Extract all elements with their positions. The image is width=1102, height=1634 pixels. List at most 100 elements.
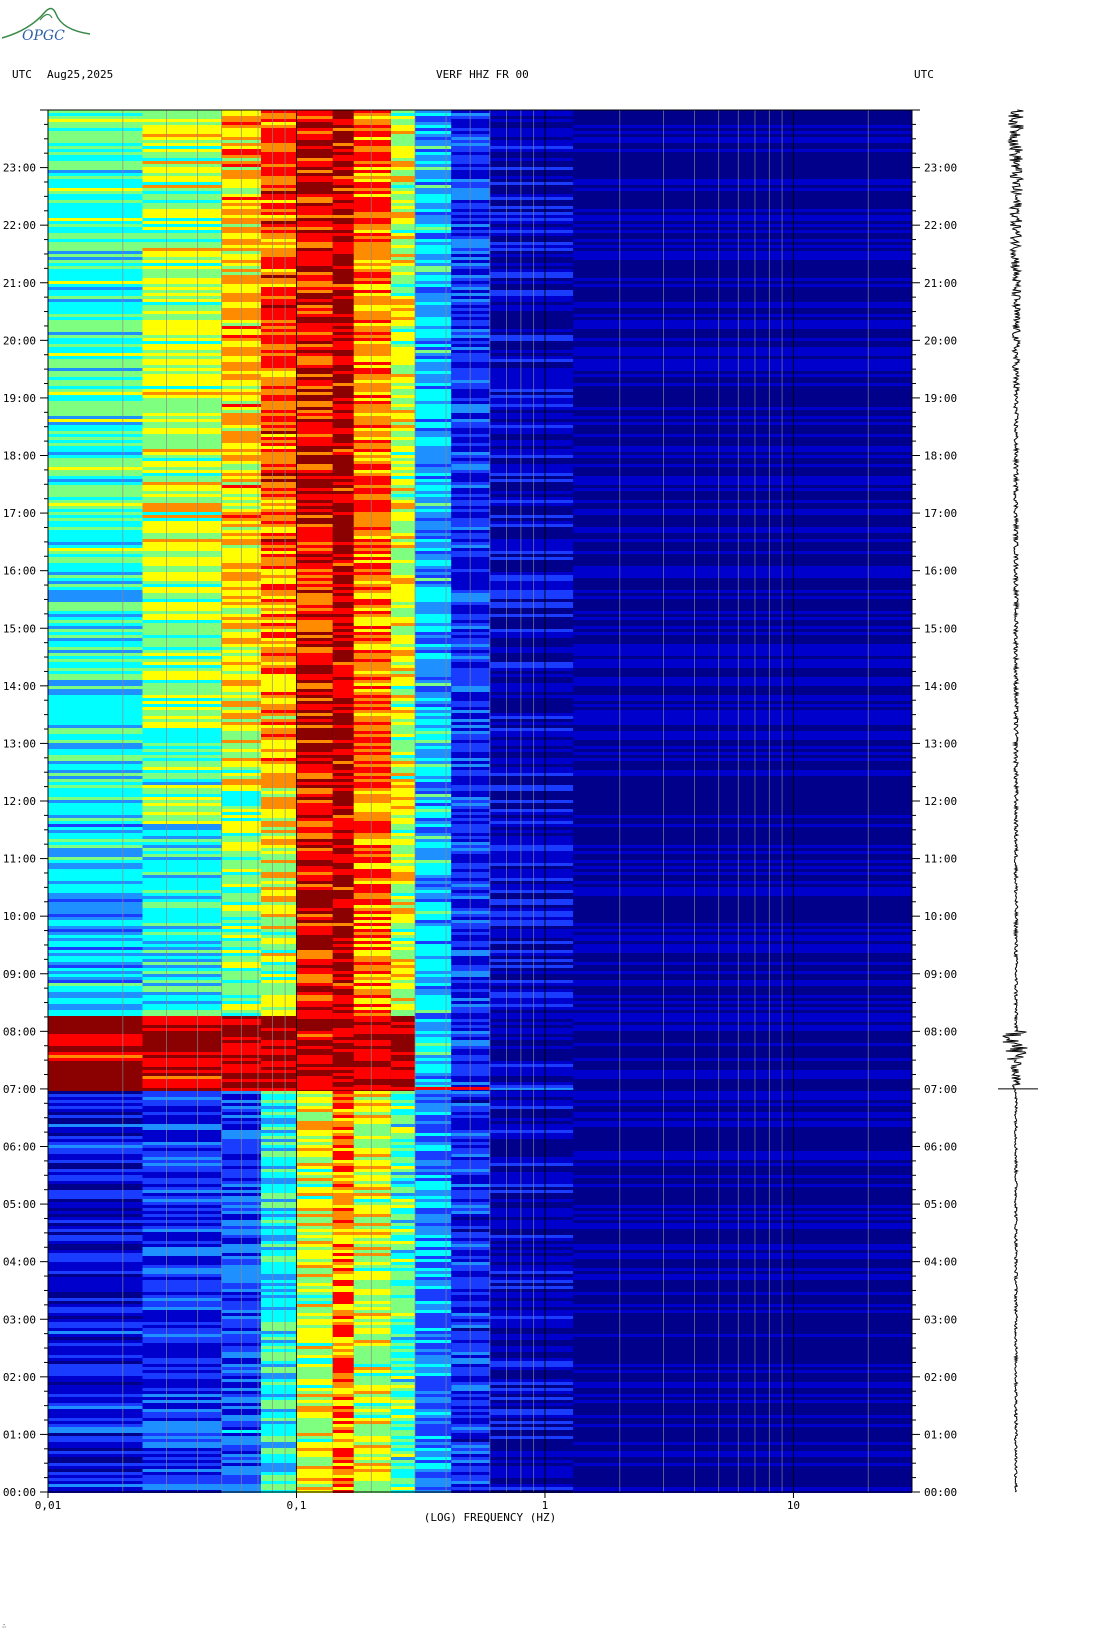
heatmap-cell	[489, 227, 574, 230]
heatmap-cell	[391, 641, 416, 644]
heatmap-cell	[415, 1433, 452, 1436]
heatmap-cell	[261, 608, 297, 611]
heatmap-cell	[261, 677, 297, 680]
heatmap-cell	[415, 761, 452, 764]
heatmap-cell	[48, 305, 143, 308]
heatmap-cell	[142, 992, 222, 995]
heatmap-cell	[48, 962, 143, 965]
heatmap-cell	[261, 674, 297, 677]
heatmap-cell	[391, 980, 416, 983]
heatmap-cell	[415, 1406, 452, 1409]
heatmap-cell	[353, 359, 391, 362]
heatmap-cell	[332, 749, 354, 752]
heatmap-cell	[415, 590, 452, 593]
heatmap-cell	[391, 977, 416, 980]
heatmap-cell	[48, 1331, 143, 1334]
heatmap-cell	[332, 293, 354, 296]
heatmap-cell	[489, 923, 574, 926]
heatmap-cell	[353, 962, 391, 965]
heatmap-cell	[296, 1469, 333, 1472]
heatmap-cell	[261, 1256, 297, 1259]
heatmap-cell	[296, 317, 333, 320]
heatmap-cell	[332, 791, 354, 794]
heatmap-cell	[489, 845, 574, 848]
heatmap-cell	[332, 1445, 354, 1448]
heatmap-cell	[391, 1247, 416, 1250]
heatmap-cell	[48, 773, 143, 776]
heatmap-cell	[391, 1322, 416, 1325]
heatmap-cell	[391, 1412, 416, 1415]
heatmap-cell	[353, 1016, 391, 1019]
heatmap-cell	[48, 1178, 143, 1181]
heatmap-cell	[261, 689, 297, 692]
heatmap-cell	[332, 989, 354, 992]
heatmap-cell	[48, 500, 143, 503]
heatmap-cell	[489, 452, 574, 455]
heatmap-cell	[415, 221, 452, 224]
heatmap-cell	[261, 1223, 297, 1226]
heatmap-cell	[142, 968, 222, 971]
heatmap-cell	[391, 236, 416, 239]
heatmap-cell	[48, 1253, 143, 1256]
heatmap-cell	[353, 575, 391, 578]
heatmap-cell	[48, 263, 143, 266]
heatmap-cell	[332, 902, 354, 905]
heatmap-cell	[391, 830, 416, 833]
heatmap-cell	[391, 557, 416, 560]
heatmap-cell	[415, 1250, 452, 1253]
heatmap-cell	[261, 485, 297, 488]
heatmap-cell	[353, 1115, 391, 1118]
heatmap-cell	[142, 590, 222, 593]
heatmap-cell	[353, 647, 391, 650]
heatmap-cell	[353, 341, 391, 344]
heatmap-cell	[142, 1331, 222, 1334]
heatmap-cell	[48, 716, 143, 719]
heatmap-cell	[391, 1436, 416, 1439]
heatmap-cell	[415, 1457, 452, 1460]
heatmap-cell	[296, 1340, 333, 1343]
heatmap-cell	[332, 428, 354, 431]
heatmap-cell	[48, 1385, 143, 1388]
heatmap-cell	[353, 1274, 391, 1277]
heatmap-cell	[142, 230, 222, 233]
heatmap-cell	[332, 1115, 354, 1118]
heatmap-cell	[415, 956, 452, 959]
heatmap-cell	[296, 1364, 333, 1367]
heatmap-cell	[353, 839, 391, 842]
heatmap-cell	[353, 422, 391, 425]
heatmap-cell	[332, 1208, 354, 1211]
heatmap-cell	[391, 185, 416, 188]
heatmap-cell	[391, 803, 416, 806]
heatmap-cell	[353, 344, 391, 347]
heatmap-cell	[489, 890, 574, 893]
heatmap-cell	[296, 512, 333, 515]
heatmap-cell	[489, 203, 574, 206]
heatmap-cell	[353, 884, 391, 887]
heatmap-cell	[391, 515, 416, 518]
heatmap-cell	[415, 1376, 452, 1379]
heatmap-cell	[391, 1064, 416, 1067]
heatmap-cell	[415, 146, 452, 149]
heatmap-cell	[142, 482, 222, 485]
heatmap-cell	[261, 257, 297, 260]
heatmap-cell	[391, 845, 416, 848]
heatmap-cell	[489, 992, 574, 995]
heatmap-cell	[296, 1094, 333, 1097]
heatmap-cell	[142, 1202, 222, 1205]
heatmap-cell	[391, 1184, 416, 1187]
heatmap-cell	[48, 134, 143, 137]
heatmap-cell	[489, 938, 574, 941]
heatmap-cell	[332, 767, 354, 770]
heatmap-cell	[415, 449, 452, 452]
heatmap-cell	[353, 392, 391, 395]
heatmap-cell	[261, 1241, 297, 1244]
heatmap-cell	[332, 662, 354, 665]
heatmap-cell	[353, 350, 391, 353]
heatmap-cell	[489, 317, 574, 320]
heatmap-cell	[48, 728, 143, 731]
heatmap-cell	[142, 533, 222, 536]
heatmap-cell	[48, 1313, 143, 1316]
heatmap-cell	[332, 290, 354, 293]
heatmap-cell	[142, 899, 222, 902]
heatmap-cell	[391, 161, 416, 164]
